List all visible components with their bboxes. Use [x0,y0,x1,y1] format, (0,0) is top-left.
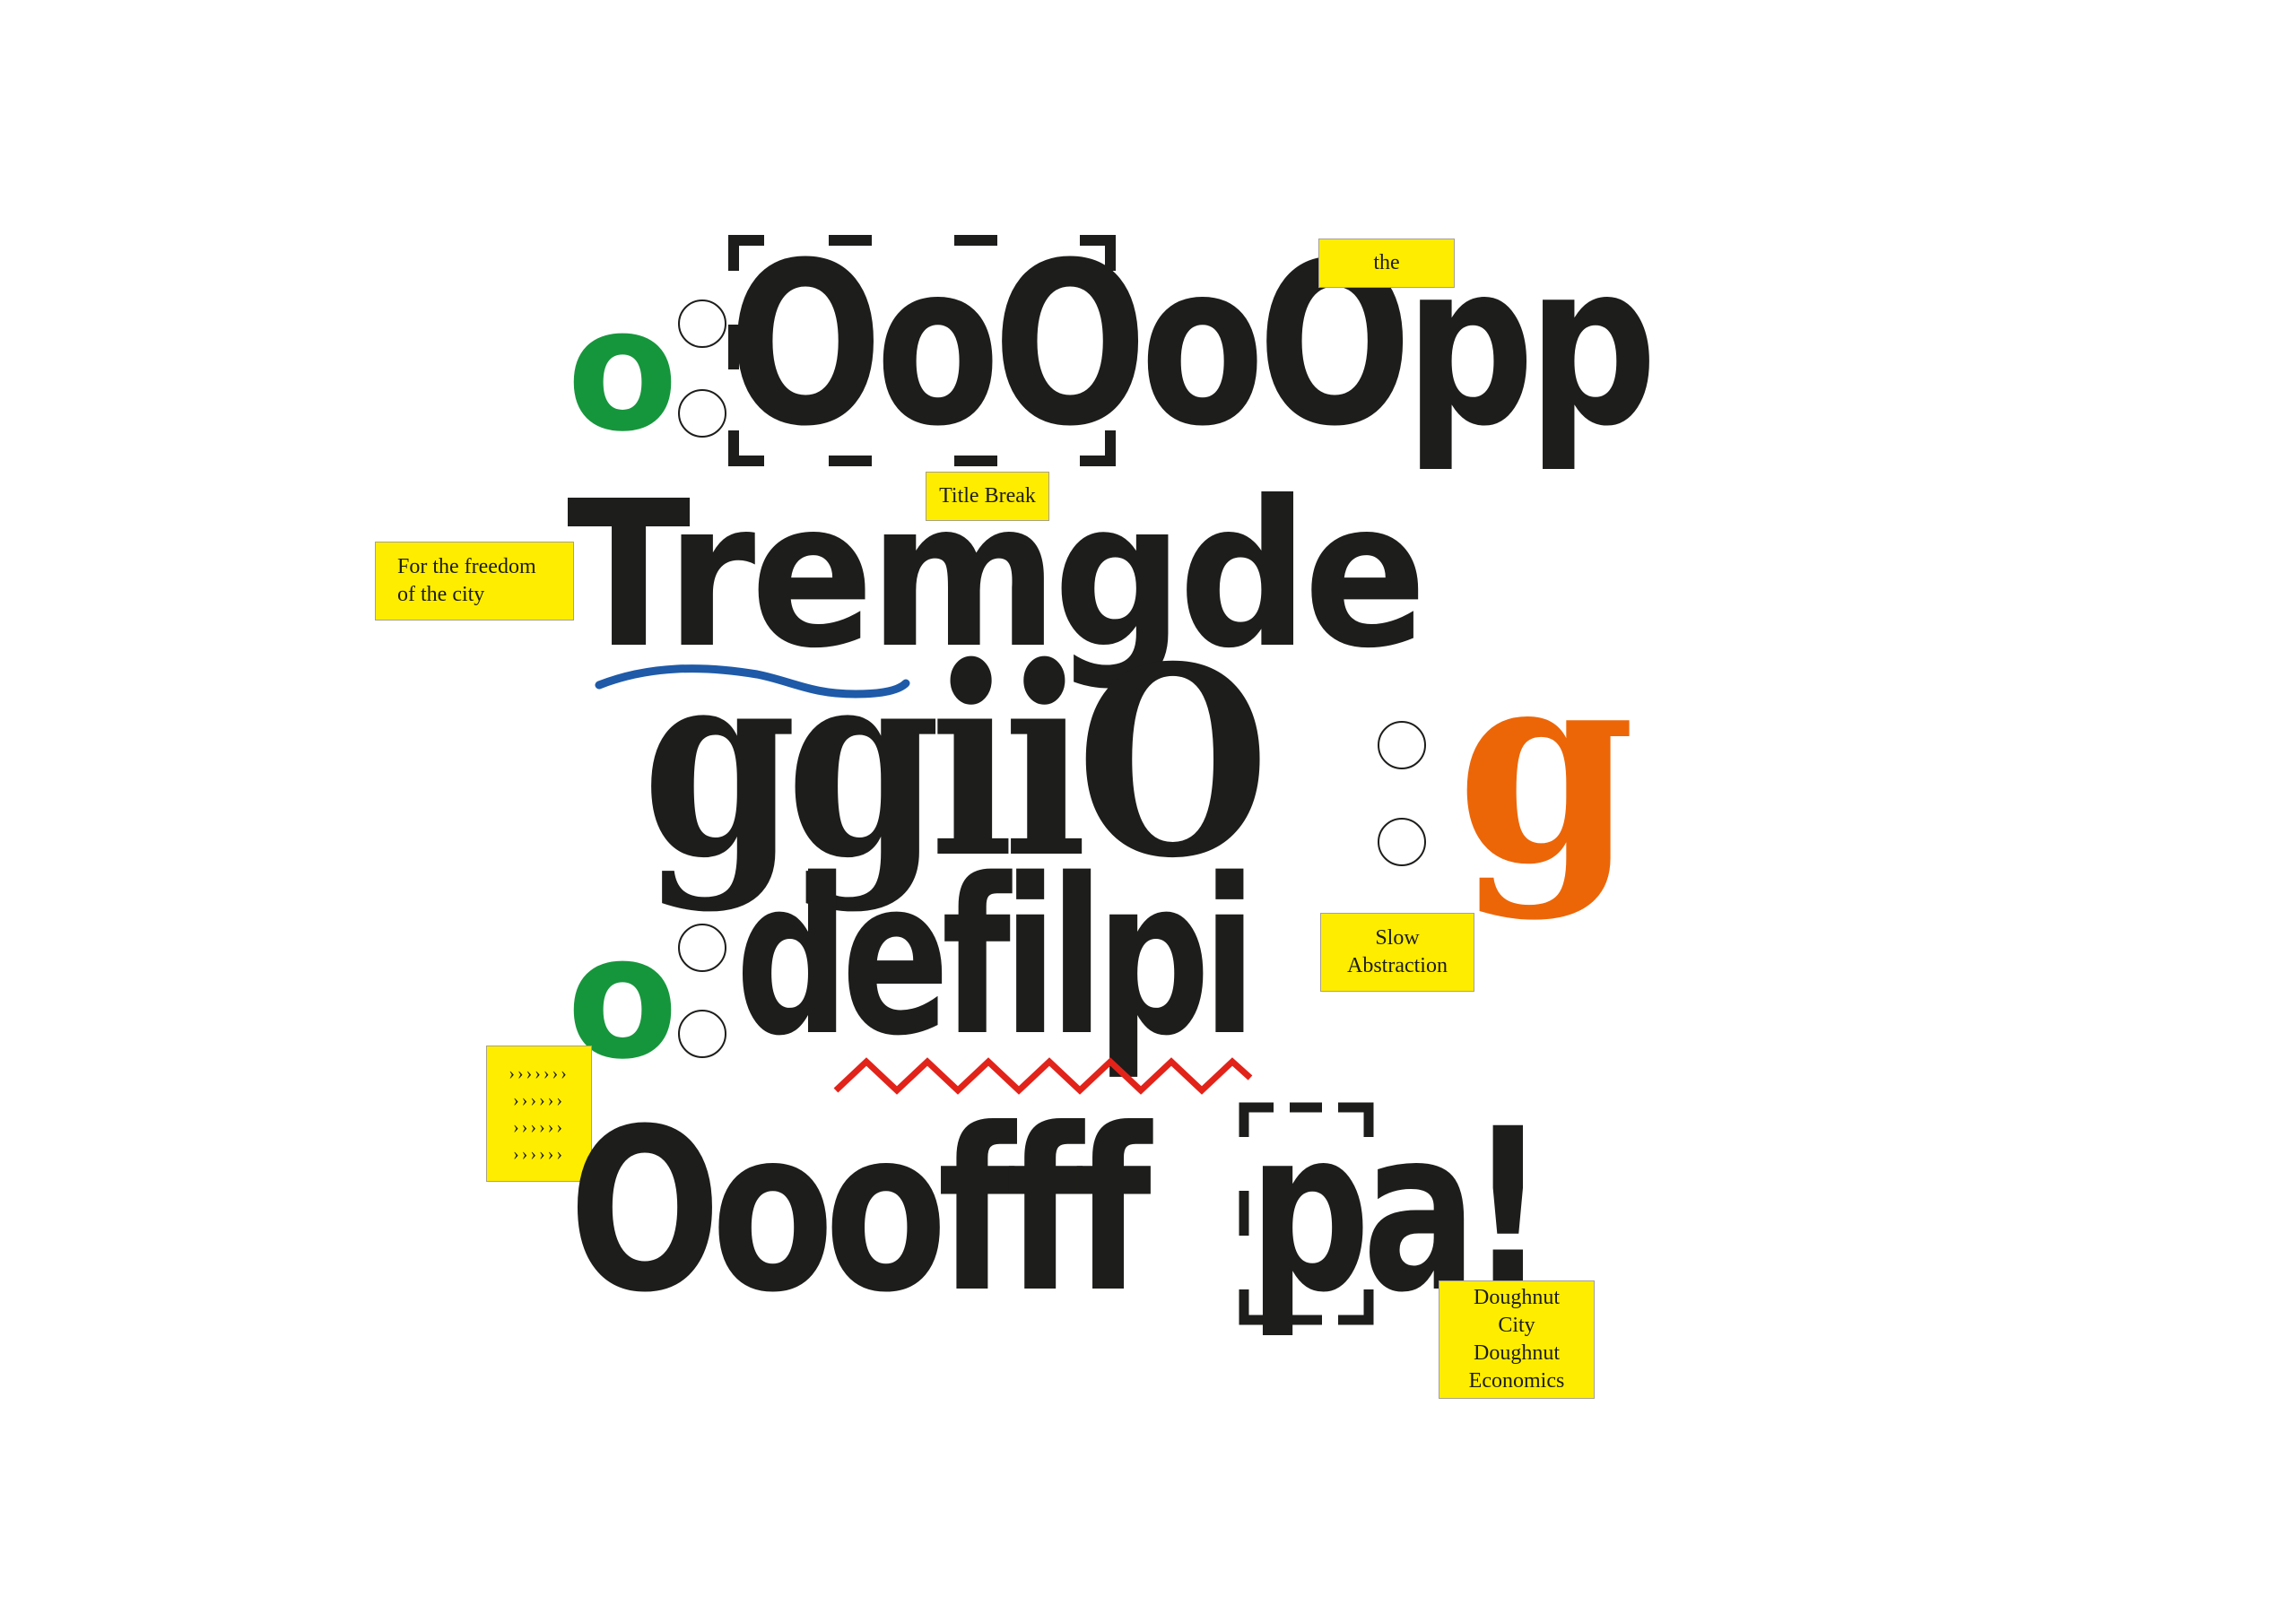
row1-green-letter: o [567,271,679,469]
note-slow-line1: Slow [1375,926,1420,950]
circle-icon [678,299,726,348]
note-slow-abstraction: Slow Abstraction [1320,913,1474,992]
circle-icon [1378,721,1426,769]
row5-word: Ooofff [569,1081,1152,1341]
row3-word: ggiiO [642,611,1269,916]
circle-icon [678,389,726,438]
row1-word: OoOoOpp [728,214,1657,475]
circle-icon [678,1010,726,1058]
note-freedom-line2: of the city [397,583,485,606]
circle-icon [1378,818,1426,866]
quote-marks-line4: ›››››› [513,1144,565,1164]
circle-icon [678,924,726,972]
row4-word: defilpi [735,832,1257,1083]
quote-marks-line1: ››››››› [509,1063,570,1083]
blue-underline-icon [595,664,910,699]
note-doughnut-line2: City [1498,1314,1535,1337]
note-slow-line2: Abstraction [1347,954,1448,977]
quote-marks-line3: ›››››› [513,1117,565,1137]
row2-word: Tremgde [567,458,1427,693]
note-title-break-text: Title Break [939,484,1036,508]
red-zigzag-icon [833,1057,1253,1095]
row3-orange-letter: g [1457,607,1636,924]
note-quote-marks: ››››››› ›››››› ›››››› ›››››› [486,1046,592,1182]
note-title-break: Title Break [926,472,1049,521]
note-doughnut-line4: Economics [1468,1369,1565,1393]
note-doughnut-line3: Doughnut [1474,1341,1560,1365]
note-the-text: the [1373,251,1400,274]
note-freedom-line1: For the freedom [397,555,536,578]
note-doughnut-line1: Doughnut [1474,1286,1560,1309]
note-the: the [1318,239,1455,288]
note-freedom: For the freedom of the city [375,542,574,621]
quote-marks-line2: ›››››› [513,1090,565,1110]
note-doughnut: Doughnut City Doughnut Economics [1439,1280,1595,1399]
